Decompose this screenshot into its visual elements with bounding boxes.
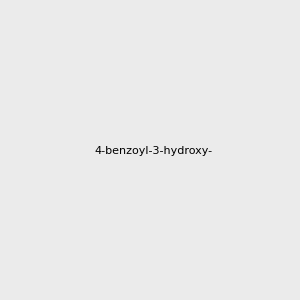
Text: 4-benzoyl-3-hydroxy-: 4-benzoyl-3-hydroxy- bbox=[95, 146, 213, 157]
